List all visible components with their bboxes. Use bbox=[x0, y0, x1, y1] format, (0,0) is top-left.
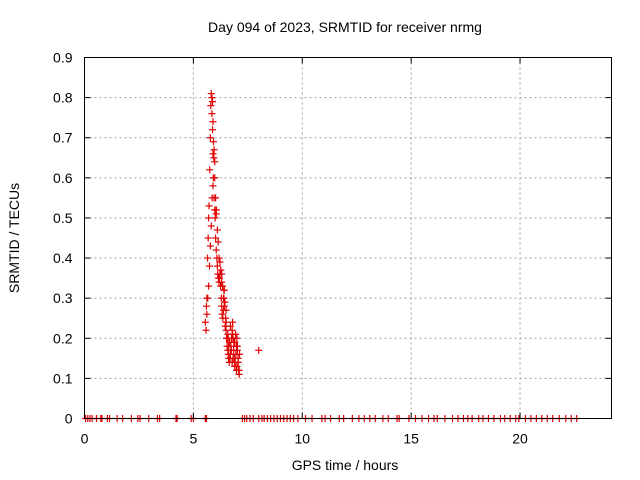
y-axis-label: SRMTID / TECUs bbox=[6, 183, 22, 293]
y-tick-label: 0.2 bbox=[53, 330, 73, 346]
data-point bbox=[206, 166, 214, 174]
data-point bbox=[205, 202, 213, 210]
data-point bbox=[207, 90, 215, 98]
data-point bbox=[233, 342, 241, 350]
data-point bbox=[209, 126, 217, 134]
data-points bbox=[82, 90, 581, 422]
data-point bbox=[255, 346, 263, 354]
data-point bbox=[209, 118, 217, 126]
data-point bbox=[236, 350, 244, 358]
data-point bbox=[211, 174, 219, 182]
data-point bbox=[209, 150, 217, 158]
x-axis-label: GPS time / hours bbox=[292, 457, 399, 473]
data-point bbox=[205, 262, 213, 270]
data-point bbox=[218, 270, 226, 278]
y-tick-label: 0 bbox=[65, 411, 73, 427]
y-tick-label: 0.9 bbox=[53, 50, 73, 66]
data-point bbox=[225, 342, 233, 350]
data-point bbox=[203, 310, 211, 318]
data-point bbox=[220, 286, 228, 294]
data-point bbox=[212, 210, 220, 218]
data-point bbox=[231, 338, 239, 346]
data-point bbox=[207, 222, 215, 230]
data-point bbox=[210, 154, 218, 162]
data-point bbox=[216, 258, 224, 266]
gridlines bbox=[84, 57, 612, 419]
data-point bbox=[233, 362, 241, 370]
data-point bbox=[204, 294, 212, 302]
data-point bbox=[219, 282, 227, 290]
x-tick-label: 5 bbox=[189, 431, 197, 447]
data-point bbox=[222, 306, 230, 314]
y-tick-label: 0.1 bbox=[53, 370, 73, 386]
data-point bbox=[226, 350, 234, 358]
data-point bbox=[222, 318, 230, 326]
data-point bbox=[207, 102, 215, 110]
data-point bbox=[209, 138, 217, 146]
data-point bbox=[204, 234, 212, 242]
data-point bbox=[212, 234, 220, 242]
data-point bbox=[206, 242, 214, 250]
data-point bbox=[210, 146, 218, 154]
data-point bbox=[212, 246, 220, 254]
data-point bbox=[209, 182, 217, 190]
y-tick-label: 0.5 bbox=[53, 210, 73, 226]
data-point bbox=[211, 214, 219, 222]
chart-title: Day 094 of 2023, SRMTID for receiver nrm… bbox=[208, 19, 482, 35]
plot-frame bbox=[84, 57, 612, 419]
data-point bbox=[227, 346, 235, 354]
data-point bbox=[218, 278, 226, 286]
data-point bbox=[202, 302, 210, 310]
data-point bbox=[229, 318, 237, 326]
data-point bbox=[233, 334, 241, 342]
data-point bbox=[201, 318, 209, 326]
data-point bbox=[229, 354, 237, 362]
x-tick-label: 10 bbox=[294, 431, 310, 447]
y-tick-label: 0.8 bbox=[53, 90, 73, 106]
data-point bbox=[219, 294, 227, 302]
data-point bbox=[222, 326, 230, 334]
data-point bbox=[217, 266, 225, 274]
data-point bbox=[214, 238, 222, 246]
x-tick-label: 15 bbox=[403, 431, 419, 447]
data-point bbox=[218, 310, 226, 318]
data-point bbox=[205, 282, 213, 290]
data-point bbox=[204, 254, 212, 262]
data-point bbox=[212, 194, 220, 202]
data-point bbox=[221, 298, 229, 306]
data-point bbox=[224, 334, 232, 342]
y-tick-label: 0.3 bbox=[53, 290, 73, 306]
data-point bbox=[211, 206, 219, 214]
data-point bbox=[205, 214, 213, 222]
y-tick-label: 0.4 bbox=[53, 250, 73, 266]
data-point bbox=[215, 254, 223, 262]
data-point bbox=[213, 226, 221, 234]
data-point bbox=[208, 94, 216, 102]
data-point bbox=[208, 110, 216, 118]
data-point bbox=[211, 158, 219, 166]
data-point bbox=[220, 302, 228, 310]
data-point bbox=[229, 330, 237, 338]
data-point bbox=[209, 98, 217, 106]
y-tick-label: 0.7 bbox=[53, 130, 73, 146]
data-point bbox=[206, 134, 214, 142]
data-point bbox=[226, 322, 234, 330]
x-tick-label: 20 bbox=[512, 431, 528, 447]
y-tick-label: 0.6 bbox=[53, 170, 73, 186]
data-point bbox=[228, 358, 236, 366]
data-point bbox=[234, 358, 242, 366]
data-point bbox=[202, 326, 210, 334]
data-point bbox=[213, 262, 221, 270]
data-point bbox=[235, 366, 243, 374]
axis-ticks: 0 0.1 0.2 0.3 0.4 0.5 0.6 0.7 0.8 0.9 0 5 10 15 20 bbox=[53, 50, 612, 447]
x-tick-label: 0 bbox=[81, 431, 89, 447]
